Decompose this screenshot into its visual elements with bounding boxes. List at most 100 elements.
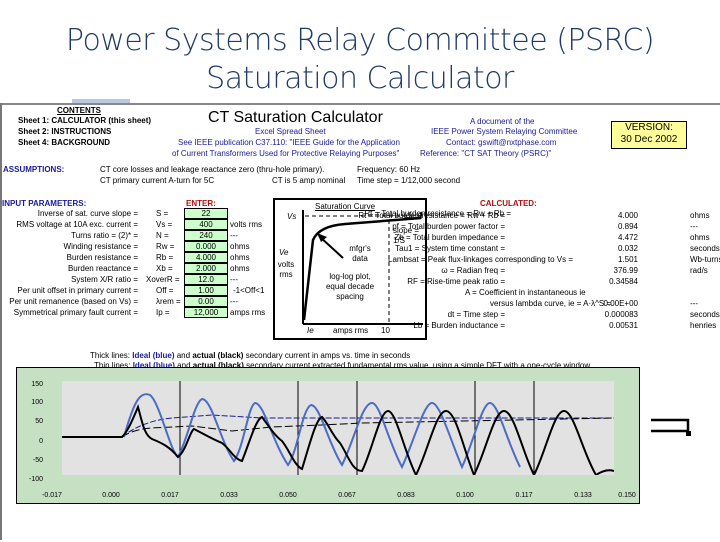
sat-curve-ie-label: Ie [307,326,314,335]
calc-value-omega: 376.99 [613,266,638,275]
y-tick: -100 [28,476,43,483]
sheet-name: CALCULATOR (this sheet) [51,116,152,125]
version-label: VERSION: [625,122,673,133]
input-symbol: N = [156,231,169,240]
input-symbol: λrem = [156,297,181,306]
calc-unit-lb: henries [690,321,717,330]
input-symbol: S = [156,209,169,218]
assumption-time-step: Time step = 1/12,000 second [357,176,461,185]
input-symbol: Rw = [156,242,175,251]
sat-curve-loglog-label: log-log plot, equal decade spacing [325,272,375,301]
input-desc: Inverse of sat. curve slope = [37,209,138,218]
calc-row-desc-omega: ω = Radian freq = [441,266,505,275]
calc-row-desc-tau1: Tau1 = System time constant = [395,244,505,253]
input-unit: ohms [230,242,250,251]
input-rw-value[interactable]: 0.000 [184,241,228,252]
doc-contact[interactable]: Contact: gswift@nxtphase.com [446,138,557,147]
input-off-value[interactable]: 1.00 [184,285,228,296]
version-box: VERSION: 30 Dec 2002 [611,121,687,149]
calc-value-rf: 0.34584 [609,277,638,286]
input-parameters-label: INPUT PARAMETERS: [2,199,87,208]
y-tick: 0 [39,438,43,445]
y-tick: 100 [31,399,43,406]
sheet-tab-strip[interactable] [72,99,130,104]
input-ip-value[interactable]: 12,000 [184,307,228,318]
x-tick: 0.083 [397,492,415,499]
input-unit: amps rms [230,308,266,317]
input-unit: -1<Off<1 [233,286,265,295]
input-desc: Per unit remanence (based on Vs) = [9,297,138,306]
input-lambda-rem-value[interactable]: 0.00 [184,296,228,307]
calc-value-dt: 0.000083 [604,310,638,319]
sat-curve-mfg-label: mfgr's data [349,244,371,263]
input-s-value[interactable]: 22 [184,208,228,219]
selection-bracket-shape [651,418,691,436]
legend-prefix: Thick lines: [90,351,131,360]
assumption-frequency: Frequency: 60 Hz [357,165,421,174]
calc-unit-a: --- [690,299,698,308]
input-xb-value[interactable]: 2.000 [184,263,228,274]
sat-curve-ve-label: Ve [279,248,289,257]
calc-unit-lambsat: Wb-turns [690,255,720,264]
input-symbol: Vs = [156,220,173,229]
current-waveform-chart[interactable]: 150 100 50 0 -50 -100 -0.017 0.000 0.017… [16,367,640,504]
assumption-line1: CT core losses and leakage reactance zer… [100,165,325,174]
contents-sheet-4[interactable]: Sheet 4: BACKGROUND [18,138,110,148]
calculator-title: CT Saturation Calculator [208,109,383,126]
enter-label: ENTER: [186,199,216,208]
sheet-name: INSTRUCTIONS [51,127,112,136]
calc-row-desc-dt: dt = Time step = [447,310,505,319]
input-desc: System X/R ratio = [71,275,138,284]
calc-value-pf: 0.894 [617,222,638,231]
input-desc: Burden reactance = [67,264,138,273]
sat-curve-title: Saturation Curve [315,202,376,211]
input-vs-value[interactable]: 400 [184,219,228,230]
input-desc: Symmetrical primary fault current = [13,308,138,317]
legend-prefix: Thin lines: [94,361,131,370]
saturation-curve-graphic [302,210,423,325]
x-tick: 0.133 [574,492,592,499]
sat-curve-x-label: amps rms [333,326,369,335]
sheet-number: Sheet 1: [18,116,50,125]
input-n-value[interactable]: 240 [184,230,228,241]
input-xoverr-value[interactable]: 12.0 [184,274,228,285]
input-symbol: Off = [156,286,174,295]
calc-row-desc-a: A = Coefficient in instantaneous ie [465,288,586,297]
doc-reference: Reference: "CT SAT Theory (PSRC)" [420,149,552,158]
contents-heading: CONTENTS [57,106,101,115]
calc-unit-zb: ohms [690,233,710,242]
calculated-label: CALCULATED: [480,199,537,208]
sheet-name: BACKGROUND [51,138,111,147]
input-symbol: XoverR = [146,275,180,284]
input-unit: ohms [230,253,250,262]
legend-actual: actual (black) [192,351,244,360]
input-rb-value[interactable]: 4.000 [184,252,228,263]
calc-unit-tau1: seconds [690,244,720,253]
calc-value-lb: 0.00531 [609,321,638,330]
doc-line2: IEEE Power System Relaying Committee [431,127,578,136]
legend-suffix: secondary current extracted fundamental … [246,361,591,370]
assumption-ct-nominal: CT is 5 amp nominal [272,176,346,185]
waveform-plot [62,381,615,478]
y-tick: 150 [31,381,43,388]
legend-ideal: Ideal (blue) [132,361,175,370]
slide-title-line1: Power Systems Relay Committee (PSRC) [65,23,655,58]
contents-sheet-1[interactable]: Sheet 1: CALCULATOR (this sheet) [18,116,151,126]
legend-and: and [176,351,191,360]
calc-row-desc-lb: Lb = Burden inductance = [413,321,505,330]
sat-curve-vs-label: Vs [287,212,297,221]
calculator-subtitle: Excel Spread Sheet [255,127,326,136]
sheet-number: Sheet 2: [18,127,50,136]
doc-line1: A document of the [470,117,535,126]
contents-sheet-2[interactable]: Sheet 2: INSTRUCTIONS [18,127,111,137]
sat-curve-ten-label: 10 [381,326,390,335]
calc-value-tau1: 0.032 [617,244,638,253]
calc-unit-pf: --- [690,222,698,231]
x-tick: 0.000 [102,492,120,499]
calc-row-desc-pf: pf = Total burden power factor = [392,222,505,231]
x-tick: 0.050 [279,492,297,499]
legend-ideal: Ideal (blue) [132,351,175,360]
sheet-number: Sheet 4: [18,138,50,147]
slide-title: Power Systems Relay Committee (PSRC) Sat… [0,22,720,98]
chart-legend-thin: Thin lines: Ideal (blue) and actual (bla… [94,361,590,371]
